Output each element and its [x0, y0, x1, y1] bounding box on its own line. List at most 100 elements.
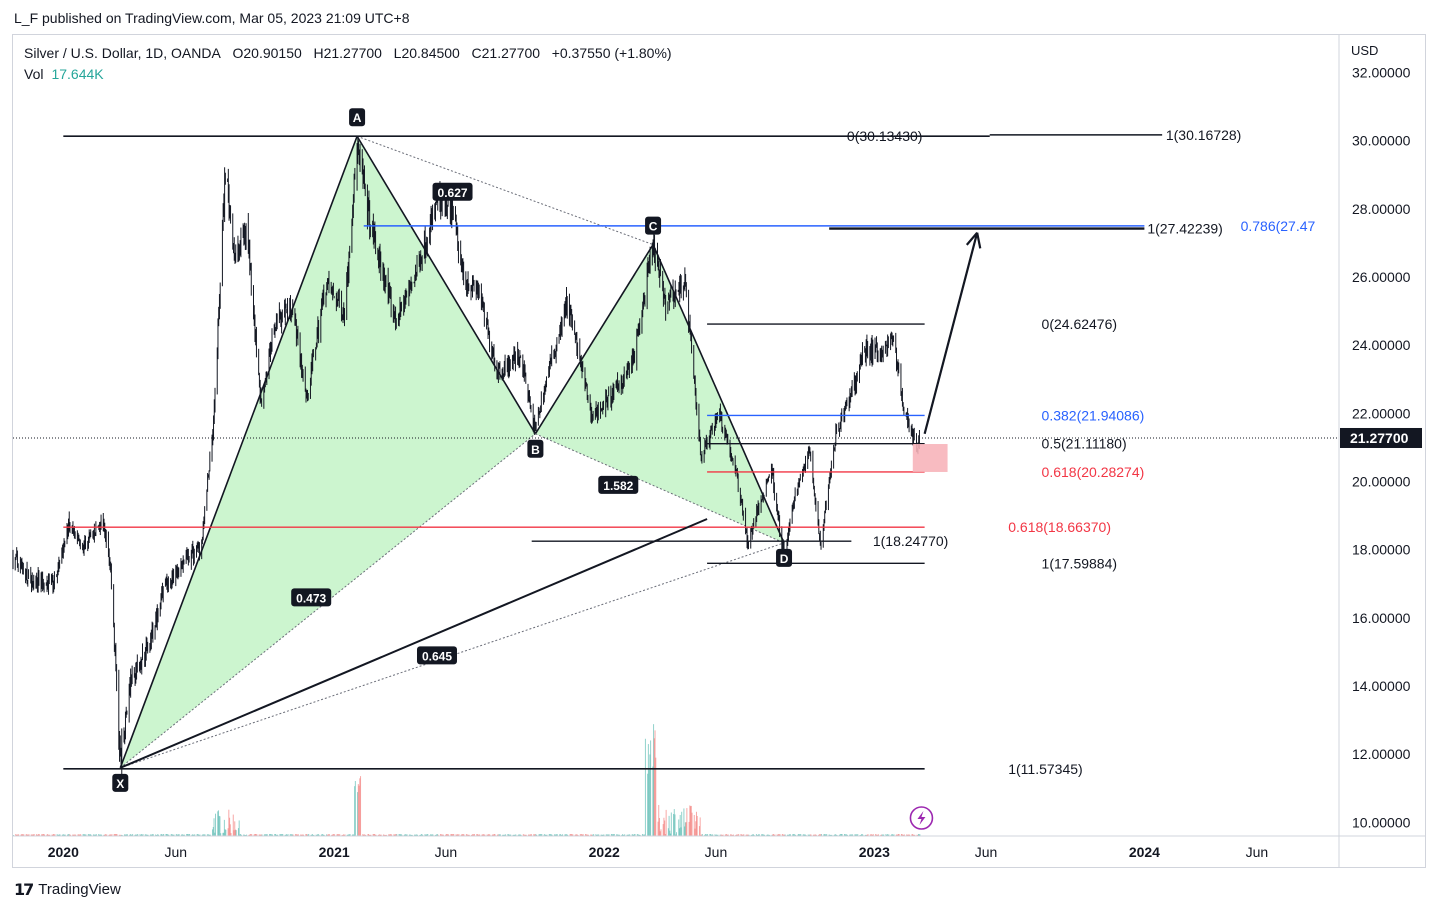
volume-bar	[367, 834, 369, 836]
volume-bar	[284, 834, 286, 836]
volume-bar	[368, 834, 370, 836]
fib-levels[interactable]: 0(30.13430) 1(30.16728) 1(27.42239) 0.786(2…	[13, 127, 1339, 777]
volume-bar	[135, 834, 137, 836]
volume-bar	[62, 834, 64, 836]
volume-bar	[690, 806, 692, 836]
volume-bar	[814, 834, 816, 836]
volume-bar	[160, 834, 162, 836]
volume-bar	[201, 834, 203, 836]
volume-bar	[716, 834, 718, 836]
volume-bar	[813, 834, 815, 836]
chart-frame[interactable]	[12, 34, 1426, 868]
tradingview-brand[interactable]: 17 TradingView	[14, 880, 121, 899]
volume-bar	[903, 834, 905, 836]
volume-bar	[322, 834, 324, 836]
volume-bar	[685, 822, 687, 836]
level-label-2: 1(27.42239)	[1147, 221, 1223, 237]
volume-bar	[839, 834, 841, 836]
lightning-glyph	[917, 811, 926, 825]
volume-bar	[730, 834, 732, 836]
volume-bar	[59, 834, 61, 836]
volume-bar	[467, 834, 469, 836]
volume-bar	[846, 834, 848, 836]
volume-bar	[755, 834, 757, 836]
annotations[interactable]: X A B C D 0.627 0.473 1.582 0.645	[112, 108, 982, 830]
volume-bar	[864, 834, 866, 836]
volume-bar	[166, 834, 168, 836]
volume-bar	[732, 834, 734, 836]
harmonic-pattern[interactable]	[119, 135, 785, 769]
volume-bar	[658, 804, 660, 836]
volume-bar	[318, 834, 320, 836]
volume-bar	[890, 834, 892, 836]
volume-bar	[346, 834, 348, 836]
volume-bar	[621, 834, 623, 836]
volume-bar	[483, 834, 485, 836]
volume-bar	[561, 834, 563, 836]
volume-bar	[373, 834, 375, 836]
volume-bar	[633, 834, 635, 836]
volume-bar	[838, 834, 840, 836]
volume-bar	[188, 834, 190, 836]
arrowhead-1	[976, 232, 982, 249]
y-tick-label: 32.00000	[1352, 64, 1411, 80]
volume-bar	[277, 834, 279, 836]
volume-bar	[550, 834, 552, 836]
volume-bar	[845, 834, 847, 836]
volume-bar	[431, 834, 433, 836]
volume-bar	[93, 834, 95, 836]
y-tick-label: 22.00000	[1352, 405, 1411, 421]
volume-bar	[492, 834, 494, 836]
volume-bar	[100, 834, 102, 836]
volume-bar	[607, 834, 609, 836]
volume-bar	[172, 834, 174, 836]
volume-bar	[77, 834, 79, 836]
volume-bar	[199, 834, 201, 836]
volume-bar	[756, 834, 758, 836]
volume-bar	[529, 834, 531, 836]
volume-bar	[303, 834, 305, 836]
volume-bar	[344, 834, 346, 836]
volume-bar	[411, 834, 413, 836]
volume-bar	[721, 834, 723, 836]
volume-bar	[311, 834, 313, 836]
y-tick-label: 10.00000	[1352, 814, 1411, 830]
volume-bar	[907, 834, 909, 836]
volume-bar	[315, 834, 317, 836]
volume-bar	[287, 834, 289, 836]
volume-bar	[530, 834, 532, 836]
ratio-line-ac	[356, 135, 654, 246]
volume-bar	[446, 834, 448, 836]
volume-bar	[670, 812, 672, 836]
volume-bar	[297, 834, 299, 836]
volume-bar	[579, 834, 581, 836]
volume-bar	[726, 834, 728, 836]
volume-bar	[379, 834, 381, 836]
volume-bar	[415, 834, 417, 836]
volume-bar	[673, 809, 675, 836]
volume-bar	[440, 834, 442, 836]
volume-bar	[259, 834, 261, 836]
volume-bar	[752, 834, 754, 836]
volume-bar	[865, 834, 867, 836]
volume-bar	[198, 834, 200, 836]
volume-bar	[291, 834, 293, 836]
volume-bar	[528, 834, 530, 836]
volume-bar	[792, 834, 794, 836]
volume-bar	[595, 834, 597, 836]
volume-bar	[836, 834, 838, 836]
volume-bar	[405, 834, 407, 836]
volume-bar	[72, 834, 74, 836]
publish-info: L_F published on TradingView.com, Mar 05…	[14, 10, 410, 26]
volume-bar	[436, 834, 438, 836]
volume-bar	[175, 834, 177, 836]
volume-bar	[658, 818, 660, 836]
volume-bar	[617, 834, 619, 836]
volume-bar	[505, 834, 507, 836]
volume-bar	[660, 829, 662, 836]
volume-bar	[368, 834, 370, 836]
volume-bar	[114, 834, 116, 836]
volume-bar	[623, 834, 625, 836]
volume-bar	[680, 827, 682, 836]
